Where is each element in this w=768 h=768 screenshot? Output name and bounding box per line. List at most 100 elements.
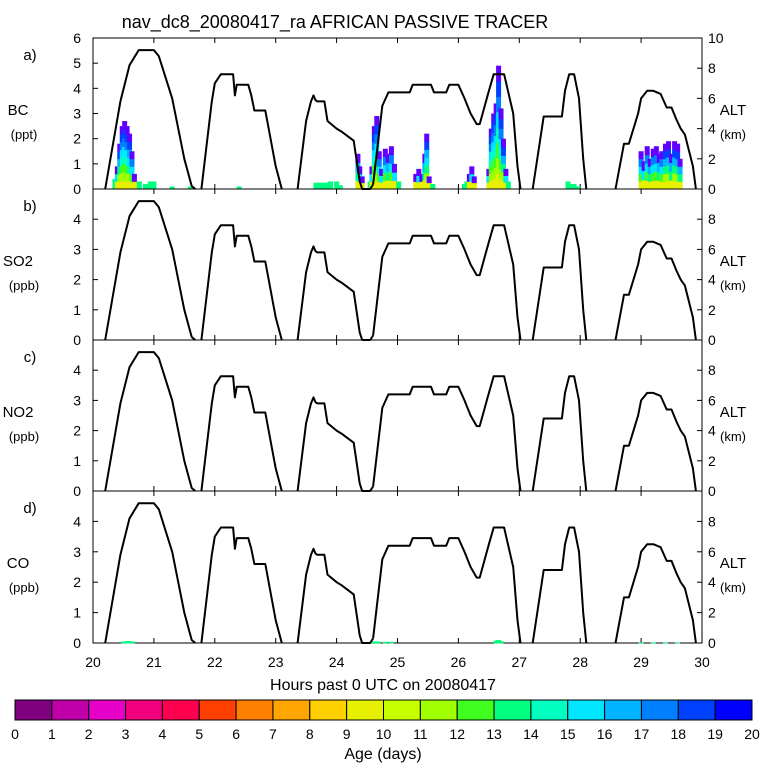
altitude-line [296, 396, 374, 492]
tracer-segment [127, 641, 133, 644]
tracer-segment [359, 176, 365, 184]
tracer-bar [385, 153, 391, 190]
tracer-segment [498, 128, 504, 140]
y-tick-label: 3 [73, 106, 81, 122]
colorbar-swatch [198, 699, 237, 721]
tracer-segment [391, 180, 397, 190]
tracer-segment [677, 173, 683, 182]
tracer-bar [396, 181, 402, 190]
colorbar: 0 1 2 3 4 5 6 7 8 9 10 11 12 13 14 15 16 17 18 19 20 [11, 699, 760, 742]
tracer-bar [320, 182, 326, 190]
y-tick-label: 2 [73, 574, 81, 590]
alt-tick-label: 4 [708, 574, 716, 590]
colorbar-swatch [456, 699, 495, 721]
colorbar-tick-label: 6 [232, 726, 240, 742]
tracer-bar [662, 143, 668, 190]
altitude-line [104, 502, 196, 644]
panel-so2: 0 1 2 3 4 0 2 4 6 8 b) SO2 (ppb) ALT (km) [3, 188, 746, 348]
x-tick-label: 20 [85, 654, 101, 670]
alt-tick-label: 0 [708, 332, 716, 348]
y-tick-label: 2 [73, 131, 81, 147]
tracer-segment [416, 168, 422, 176]
altitude-track [104, 502, 697, 644]
tracer-bar [236, 186, 242, 190]
tracer-segment [650, 164, 656, 174]
x-tick-label: 23 [268, 654, 284, 670]
alt-tick-label: 2 [708, 302, 716, 318]
tracer-segment [374, 125, 380, 135]
tracer-segment [662, 166, 668, 175]
tracer-segment [650, 172, 656, 182]
alt-tick-label: 4 [708, 121, 716, 137]
tracer-segment [662, 151, 668, 160]
tracer-segment [503, 168, 509, 176]
colorbar-tick-label: 8 [306, 726, 314, 742]
tracer-segment [374, 116, 380, 126]
y-tick-label: 4 [73, 80, 81, 96]
tracer-segment [647, 173, 653, 182]
alt-tick-label: 0 [708, 483, 716, 499]
alt-label: ALT [720, 555, 746, 572]
tracer-segment [382, 641, 388, 644]
tracer-segment [505, 181, 511, 190]
tracer-segment [379, 175, 385, 183]
tracer-segment [385, 153, 391, 163]
tracer-bar [666, 141, 672, 190]
colorbar-swatch [309, 699, 348, 721]
colorbar-tick-label: 13 [486, 726, 502, 742]
tracer-bars [112, 65, 683, 190]
tracer-segment [424, 133, 430, 142]
x-tick-label: 22 [207, 654, 223, 670]
altitude-line [200, 73, 283, 190]
tracer-segment [669, 162, 675, 172]
colorbar-tick-label: 2 [85, 726, 93, 742]
tracer-segment [638, 151, 644, 160]
colorbar-tick-label: 15 [560, 726, 576, 742]
y-tick-label: 1 [73, 302, 81, 318]
tracer-segment [120, 641, 126, 644]
plot-frame [92, 490, 703, 644]
y-tick-label: 4 [73, 211, 81, 227]
tracer-bar [416, 168, 422, 190]
alt-unit: (km) [720, 429, 746, 444]
tracer-segment [127, 141, 133, 150]
y-tick-label: 2 [73, 272, 81, 288]
colorbar-swatch [125, 699, 163, 721]
colorbar-tick-label: 0 [11, 726, 19, 742]
altitude-line [372, 375, 522, 492]
tracer-segment [385, 180, 391, 190]
species-unit: (ppt) [11, 127, 38, 142]
tracer-segment [677, 158, 683, 167]
tracer-segment [641, 179, 647, 190]
colorbar-swatch [235, 699, 274, 721]
tracer-bar [328, 181, 334, 190]
tracer-segment [374, 134, 380, 144]
tracer-segment [416, 182, 422, 190]
tracer-segment [666, 149, 672, 158]
tracer-segment [376, 151, 382, 160]
tracer-segment [500, 155, 506, 165]
tracer-segment [382, 164, 388, 174]
colorbar-swatch [567, 699, 606, 721]
tracer-segment [672, 149, 678, 158]
alt-tick-label: 8 [708, 60, 716, 76]
colorbar-tick-label: 9 [343, 726, 351, 742]
tracer-segment [147, 181, 153, 190]
tracer-bar [313, 182, 319, 190]
altitude-track [104, 200, 697, 341]
y-tick-label: 0 [73, 635, 81, 651]
tracer-segment [650, 148, 656, 158]
altitude-line [614, 543, 697, 644]
colorbar-swatch [419, 699, 458, 721]
tracer-segment [124, 126, 130, 135]
tracer-bar [659, 151, 665, 190]
tracer-segment [496, 96, 502, 113]
tracer-segment [662, 181, 668, 190]
altitude-line [296, 245, 374, 341]
tracer-segment [122, 121, 128, 130]
tracer-segment [424, 165, 430, 174]
x-tick-label: 24 [329, 654, 345, 670]
alt-tick-label: 8 [708, 362, 716, 378]
tracer-segment [187, 186, 193, 190]
tracer-segment [638, 158, 644, 167]
